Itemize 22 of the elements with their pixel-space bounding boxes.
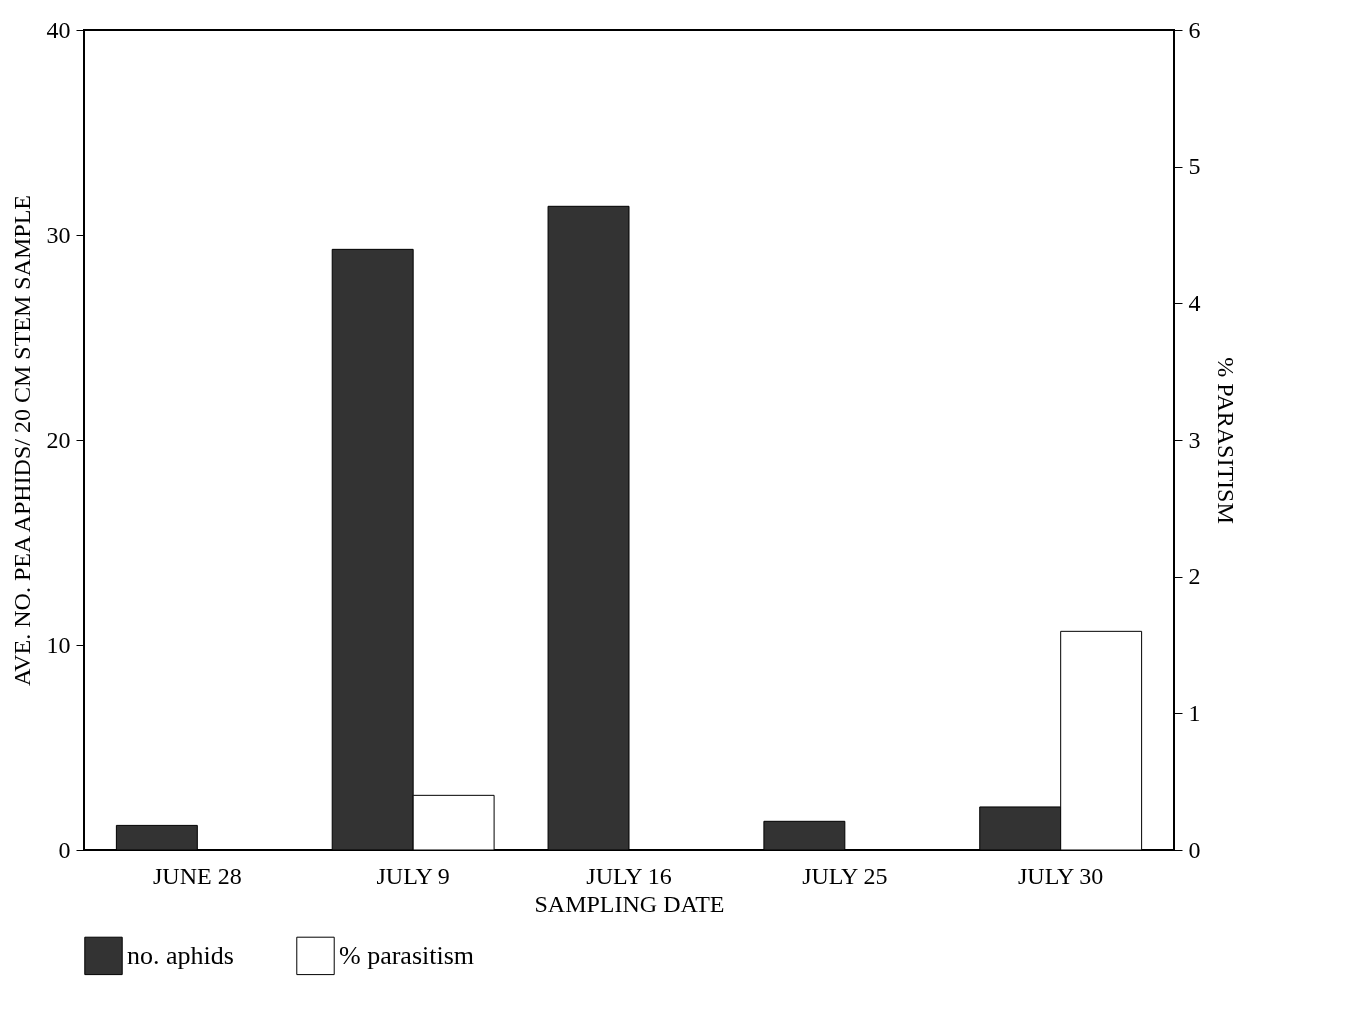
legend-label: no. aphids <box>127 940 234 970</box>
y2-tick-label: 1 <box>1188 699 1201 726</box>
y2-axis-title: % PARASITISM <box>1212 357 1239 524</box>
x-tick-label: JULY 9 <box>376 862 450 889</box>
x-tick-label: JULY 16 <box>586 862 672 889</box>
y-tick-label: 10 <box>46 631 71 658</box>
y2-tick-label: 3 <box>1188 426 1201 453</box>
x-tick-label: JULY 25 <box>802 862 888 889</box>
legend-label: % parasitism <box>339 940 475 970</box>
x-tick-label: JUNE 28 <box>152 862 242 889</box>
y2-tick-label: 5 <box>1188 153 1201 180</box>
y-tick-label: 0 <box>58 836 71 863</box>
y-tick-label: 40 <box>46 16 71 43</box>
y2-tick-label: 4 <box>1188 289 1201 316</box>
y-tick-label: 20 <box>46 426 71 453</box>
y-tick-label: 30 <box>46 221 71 248</box>
y2-tick-label: 0 <box>1188 836 1201 863</box>
y2-tick-label: 2 <box>1188 563 1201 590</box>
x-tick-label: JULY 30 <box>1018 862 1104 889</box>
y-axis-title: AVE. NO. PEA APHIDS/ 20 CM STEM SAMPLE <box>8 195 35 686</box>
x-axis-title: SAMPLING DATE <box>534 890 725 917</box>
y2-tick-label: 6 <box>1188 16 1201 43</box>
